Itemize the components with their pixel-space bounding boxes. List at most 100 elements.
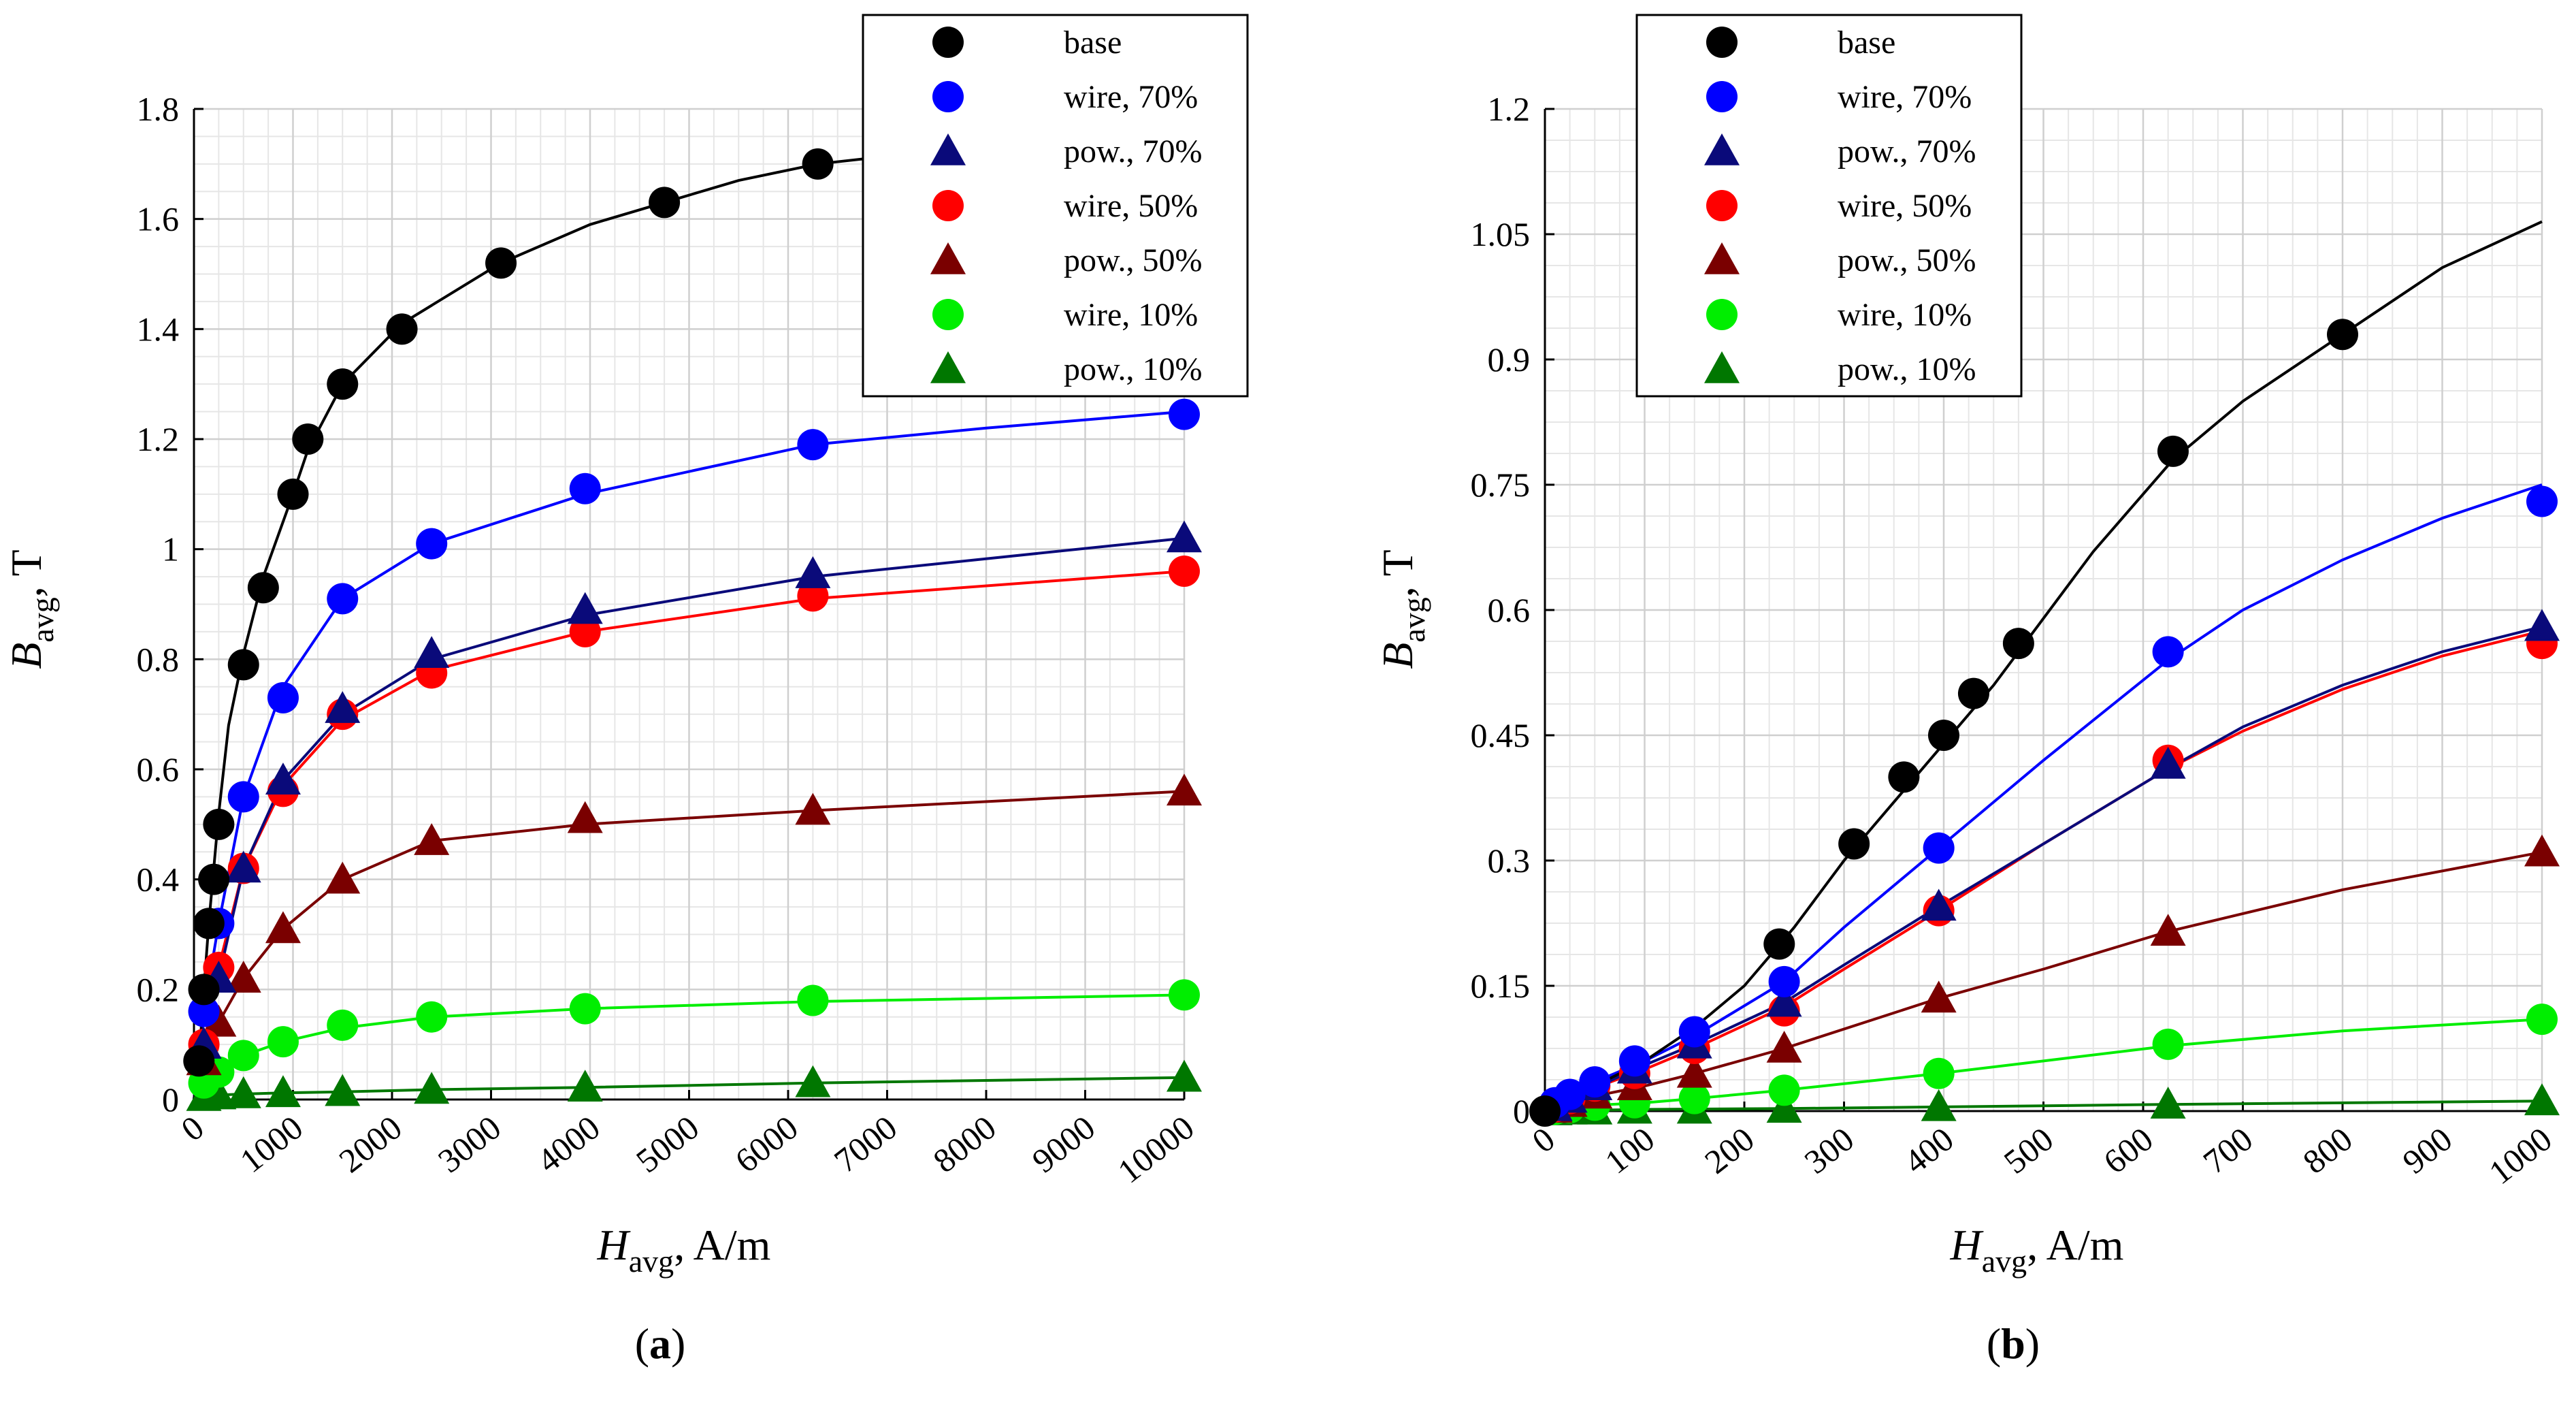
- point-pow-50-: [2150, 914, 2186, 946]
- x-axis-label: Havg, A/m: [1950, 1221, 2124, 1279]
- legend-label-pow-50-: pow., 50%: [1064, 242, 1203, 278]
- point-wire-70-: [2526, 485, 2558, 517]
- point-pow-10-: [1766, 1091, 1802, 1123]
- point-wire-10-: [1678, 1082, 1710, 1114]
- point-pow-10-: [325, 1074, 361, 1106]
- caption-letter: b: [2001, 1319, 2025, 1368]
- panel-caption: (a): [635, 1319, 686, 1368]
- point-wire-70-: [1923, 832, 1955, 864]
- point-base: [802, 148, 834, 180]
- x-tick-label: 800: [2296, 1120, 2360, 1181]
- legend-label-wire-70-: wire, 70%: [1838, 79, 1972, 115]
- point-base: [188, 974, 220, 1006]
- point-pow-50-: [1766, 1031, 1802, 1063]
- point-base: [1838, 828, 1870, 860]
- y-tick-label: 1.2: [1488, 90, 1531, 128]
- caption-close: ): [671, 1319, 685, 1368]
- legend-label-wire-70-: wire, 70%: [1064, 79, 1198, 115]
- point-wire-10-: [1923, 1057, 1955, 1089]
- x-tick-label: 500: [1997, 1120, 2061, 1181]
- series-line-base: [1544, 220, 2543, 1112]
- legend-marker-pow-10-: [930, 351, 966, 383]
- y-tick-label: 0.45: [1471, 716, 1531, 754]
- point-pow-10-: [795, 1065, 831, 1097]
- point-wire-10-: [416, 1001, 448, 1033]
- y-tick-label: 0.3: [1488, 841, 1531, 880]
- y-axis-label-sub: avg: [25, 597, 60, 642]
- y-tick-labels: 0 0.2 0.4 0.6 0.8 1 1.2 1.4 1.6 1.8: [137, 90, 203, 1119]
- y-axis-label: Bavg, T: [2, 549, 60, 669]
- point-pow-70-: [1167, 520, 1202, 553]
- x-tick-label: 300: [1797, 1120, 1861, 1181]
- point-pow-10-: [265, 1075, 301, 1108]
- point-wire-70-: [2152, 636, 2184, 668]
- x-tick-label: 9000: [1025, 1108, 1102, 1181]
- y-tick-label: 0.15: [1471, 967, 1531, 1005]
- point-wire-10-: [1768, 1074, 1800, 1106]
- point-wire-70-: [227, 781, 259, 813]
- point-pow-70-: [225, 850, 261, 883]
- x-tick-label: 8000: [926, 1108, 1002, 1181]
- point-pow-70-: [325, 691, 361, 723]
- legend-marker-wire-10-: [932, 299, 964, 330]
- x-tick-labels: 0 100 200 300 400 500 600 700 800 900 1000: [1525, 1102, 2559, 1191]
- legend-marker-pow-70-: [930, 133, 966, 165]
- y-tick-label: 0.4: [137, 861, 180, 899]
- point-wire-70-: [797, 429, 829, 461]
- x-tick-label: 7000: [827, 1108, 904, 1181]
- y-tick-label: 1.05: [1471, 215, 1531, 253]
- legend-box: [862, 14, 1249, 398]
- y-axis-label-sub: avg: [1397, 597, 1431, 642]
- point-pow-50-: [1921, 980, 1957, 1013]
- point-base: [247, 572, 279, 604]
- point-wire-50-: [569, 615, 601, 647]
- point-wire-70-: [1579, 1066, 1611, 1098]
- point-base: [203, 808, 235, 840]
- x-tick-label: 1000: [233, 1108, 310, 1181]
- point-pow-70-: [2524, 609, 2560, 641]
- point-pow-70-: [1921, 888, 1957, 921]
- y-tick-label: 0: [1513, 1092, 1530, 1130]
- point-pow-50-: [795, 792, 831, 825]
- series-line-pow-50-: [1544, 850, 2543, 1112]
- point-pow-70-: [2150, 746, 2186, 779]
- x-axis-label-sub: avg: [629, 1244, 674, 1279]
- y-tick-label: 0.9: [1488, 340, 1531, 379]
- point-base: [1529, 1095, 1561, 1127]
- point-wire-70-: [1678, 1016, 1710, 1048]
- point-base: [2157, 435, 2189, 467]
- point-pow-50-: [225, 961, 261, 993]
- legend-box: [1635, 14, 2023, 398]
- x-tick-label: 700: [2196, 1120, 2260, 1181]
- point-wire-10-: [569, 993, 601, 1025]
- point-wire-10-: [797, 984, 829, 1016]
- point-wire-10-: [327, 1009, 359, 1041]
- point-base: [386, 313, 418, 345]
- y-tick-labels: 0 0.15 0.3 0.45 0.6 0.75 0.9 1.05 1.2: [1471, 90, 1554, 1130]
- legend-marker-wire-50-: [932, 190, 964, 221]
- x-tick-label: 10000: [1111, 1108, 1201, 1191]
- point-wire-70-: [188, 995, 220, 1027]
- point-pow-70-: [1766, 984, 1802, 1017]
- x-axis-label-main: H: [597, 1221, 632, 1269]
- y-tick-label: 1.6: [137, 200, 180, 238]
- point-pow-10-: [1921, 1089, 1957, 1121]
- point-wire-70-: [1768, 965, 1800, 997]
- chart-panel-b: 0 0.15 0.3 0.45 0.6 0.75 0.9 1.05 1.20 100 200 300 4…: [1373, 14, 2560, 1368]
- point-wire-70-: [327, 583, 359, 615]
- point-pow-50-: [1676, 1055, 1712, 1088]
- point-wire-70-: [267, 681, 299, 713]
- point-base: [1957, 677, 1989, 709]
- point-pow-70-: [795, 556, 831, 588]
- y-tick-label: 1.2: [137, 420, 180, 458]
- y-tick-label: 1: [162, 530, 179, 568]
- x-tick-label: 6000: [728, 1108, 804, 1181]
- point-pow-50-: [1167, 773, 1202, 806]
- point-pow-70-: [265, 763, 301, 795]
- x-tick-label: 100: [1598, 1120, 1662, 1181]
- panel-caption: (b): [1987, 1319, 2040, 1368]
- point-pow-50-: [567, 801, 603, 833]
- point-wire-70-: [416, 528, 448, 560]
- point-pow-50-: [201, 1004, 237, 1037]
- x-axis-label-rest: , A/m: [2027, 1221, 2123, 1269]
